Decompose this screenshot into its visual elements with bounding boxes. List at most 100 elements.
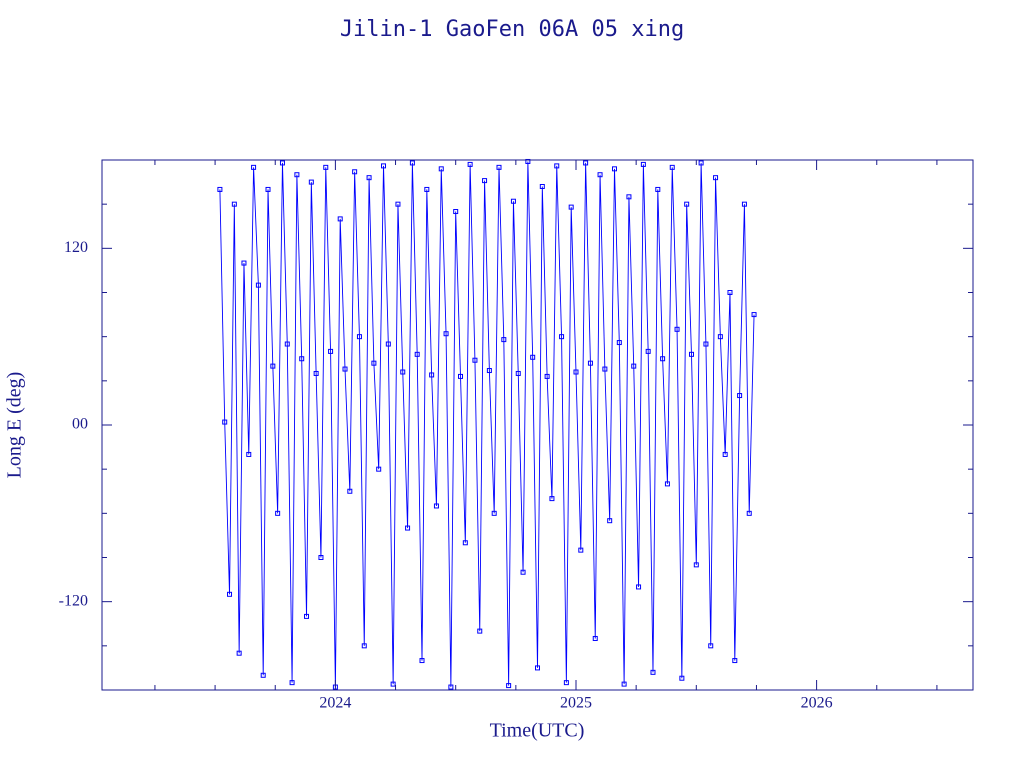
data-point	[294, 172, 300, 178]
data-point	[631, 363, 637, 369]
data-point	[587, 360, 593, 366]
data-point	[376, 466, 382, 472]
data-point	[385, 341, 391, 347]
data-point	[227, 591, 233, 597]
y-axis-label: Long E (deg)	[4, 372, 26, 479]
data-point	[660, 356, 666, 362]
data-point	[448, 684, 454, 690]
data-point	[602, 366, 608, 372]
data-point	[419, 658, 425, 664]
data-point	[515, 370, 521, 376]
data-point	[265, 186, 271, 192]
data-point	[713, 175, 719, 181]
data-point	[424, 186, 430, 192]
data-point	[458, 373, 464, 379]
data-point	[491, 510, 497, 516]
data-point	[669, 164, 675, 170]
data-point	[650, 669, 656, 675]
x-axis-label: Time(UTC)	[490, 720, 585, 742]
data-point	[655, 186, 661, 192]
data-point	[251, 164, 257, 170]
data-point	[549, 496, 555, 502]
data-point	[284, 341, 290, 347]
data-point	[477, 628, 483, 634]
data-point	[510, 198, 516, 204]
data-point	[496, 164, 502, 170]
data-point	[645, 348, 651, 354]
data-line	[219, 161, 755, 688]
data-point	[275, 510, 281, 516]
data-point	[438, 166, 444, 172]
data-point	[741, 201, 747, 207]
data-point	[270, 363, 276, 369]
data-point	[409, 160, 415, 166]
data-point	[279, 160, 285, 166]
data-point	[535, 665, 540, 671]
data-point	[231, 201, 237, 207]
data-point	[626, 194, 632, 200]
data-point	[462, 540, 468, 546]
x-tick-label: 2024	[319, 695, 351, 712]
data-point	[486, 368, 492, 374]
data-point	[467, 161, 473, 167]
data-point	[414, 351, 420, 357]
x-tick-label: 2026	[801, 695, 833, 712]
data-point	[405, 525, 411, 531]
data-point	[583, 160, 589, 166]
data-point	[674, 326, 680, 332]
data-point	[236, 650, 242, 656]
data-point	[737, 393, 743, 399]
data-point	[611, 166, 617, 172]
data-point	[217, 186, 223, 192]
chart-title: Jilin-1 GaoFen 06A 05 xing	[340, 17, 684, 42]
data-point	[371, 360, 377, 366]
data-point	[597, 172, 603, 178]
data-point	[563, 680, 569, 686]
data-point	[525, 158, 531, 164]
y-tick-label: -120	[59, 592, 88, 609]
data-point	[429, 372, 435, 378]
data-point	[703, 341, 709, 347]
data-point	[260, 672, 266, 678]
data-point	[708, 643, 714, 649]
y-tick-label: 120	[64, 239, 88, 256]
data-point	[366, 175, 372, 181]
data-point	[337, 216, 343, 222]
data-point	[356, 334, 362, 340]
data-point	[607, 518, 613, 524]
data-point	[390, 681, 396, 687]
y-tick-label: 00	[72, 416, 88, 433]
data-point	[592, 635, 598, 641]
data-point	[506, 683, 512, 689]
data-point	[559, 334, 565, 340]
data-point	[323, 164, 329, 170]
data-point	[664, 481, 670, 487]
data-point	[727, 290, 733, 295]
data-point	[684, 201, 690, 207]
data-point	[472, 357, 478, 363]
plot-frame	[101, 159, 974, 691]
data-point	[395, 201, 401, 207]
data-point	[400, 369, 406, 375]
data-point	[501, 337, 507, 343]
data-point	[688, 351, 694, 357]
data-point	[717, 334, 723, 340]
data-point	[482, 178, 488, 184]
data-point	[308, 179, 314, 185]
data-point	[544, 373, 550, 379]
data-point	[578, 547, 584, 553]
data-point	[573, 369, 579, 375]
data-point	[539, 184, 545, 189]
data-point	[732, 658, 738, 664]
data-point	[616, 340, 622, 346]
data-point	[453, 209, 459, 215]
data-point	[722, 451, 728, 457]
data-point	[554, 163, 560, 169]
x-tick-label: 2025	[560, 695, 592, 712]
data-point	[246, 451, 252, 457]
data-point	[241, 260, 247, 266]
data-point	[352, 169, 358, 175]
data-point	[328, 348, 334, 354]
data-point	[299, 356, 305, 362]
